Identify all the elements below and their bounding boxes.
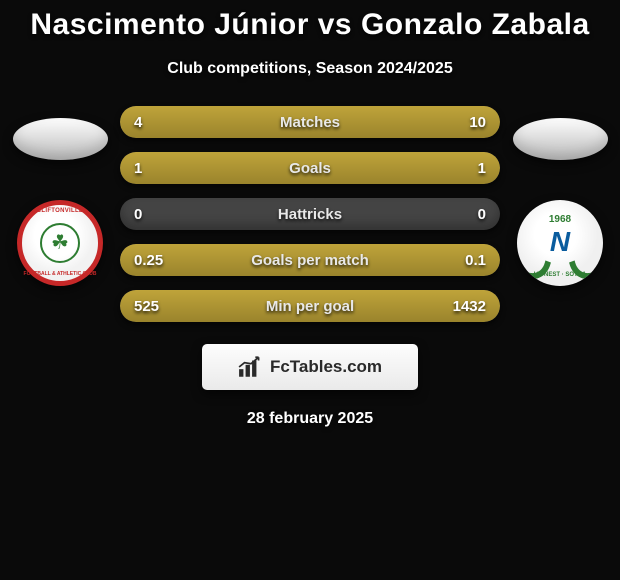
stat-value-left: 0 xyxy=(120,198,156,230)
stat-bar: Goals1 1 xyxy=(120,152,500,184)
left-badge-text-top: CLIFTONVILLE xyxy=(22,208,98,214)
right-badge-text: I.L. NEST · SOTRA xyxy=(517,272,603,278)
shamrock-icon: ☘ xyxy=(51,233,69,253)
stat-bar: Hattricks0 0 xyxy=(120,198,500,230)
infographic-root: Nascimento Júnior vs Gonzalo Zabala Club… xyxy=(0,0,620,428)
stat-bar: Matches4 10 xyxy=(120,106,500,138)
stat-value-right: 10 xyxy=(455,106,500,138)
right-column: 1968 N I.L. NEST · SOTRA xyxy=(510,106,610,286)
stat-value-right: 1432 xyxy=(439,290,500,322)
footer-date: 28 february 2025 xyxy=(0,410,620,428)
right-badge-letter: N xyxy=(517,226,603,258)
stats-bars: Matches410Goals11Hattricks00Goals per ma… xyxy=(120,106,500,322)
stat-label: Hattricks xyxy=(120,198,500,230)
bar-chart-icon xyxy=(238,356,264,378)
left-club-badge: CLIFTONVILLE ☘ FOOTBALL & ATHLETIC CLUB xyxy=(17,200,103,286)
stat-value-left: 525 xyxy=(120,290,173,322)
stat-value-right: 0.1 xyxy=(451,244,500,276)
page-title: Nascimento Júnior vs Gonzalo Zabala xyxy=(0,8,620,42)
stat-label: Goals xyxy=(120,152,500,184)
stat-bar: Min per goal5251432 xyxy=(120,290,500,322)
left-badge-text-bottom: FOOTBALL & ATHLETIC CLUB xyxy=(22,271,98,277)
brand-label: FcTables.com xyxy=(270,357,382,377)
stat-value-left: 4 xyxy=(120,106,156,138)
stat-bar: Goals per match0.250.1 xyxy=(120,244,500,276)
stat-value-left: 1 xyxy=(120,152,156,184)
stat-value-right: 1 xyxy=(464,152,500,184)
left-badge-inner: ☘ xyxy=(40,223,80,263)
right-flag-oval xyxy=(513,118,608,160)
stat-value-left: 0.25 xyxy=(120,244,177,276)
left-column: CLIFTONVILLE ☘ FOOTBALL & ATHLETIC CLUB xyxy=(10,106,110,286)
right-club-badge: 1968 N I.L. NEST · SOTRA xyxy=(517,200,603,286)
right-badge-year: 1968 xyxy=(517,214,603,225)
left-flag-oval xyxy=(13,118,108,160)
stat-label: Matches xyxy=(120,106,500,138)
stat-value-right: 0 xyxy=(464,198,500,230)
subtitle: Club competitions, Season 2024/2025 xyxy=(0,60,620,78)
comparison-area: CLIFTONVILLE ☘ FOOTBALL & ATHLETIC CLUB … xyxy=(0,106,620,322)
brand-box[interactable]: FcTables.com xyxy=(202,344,418,390)
